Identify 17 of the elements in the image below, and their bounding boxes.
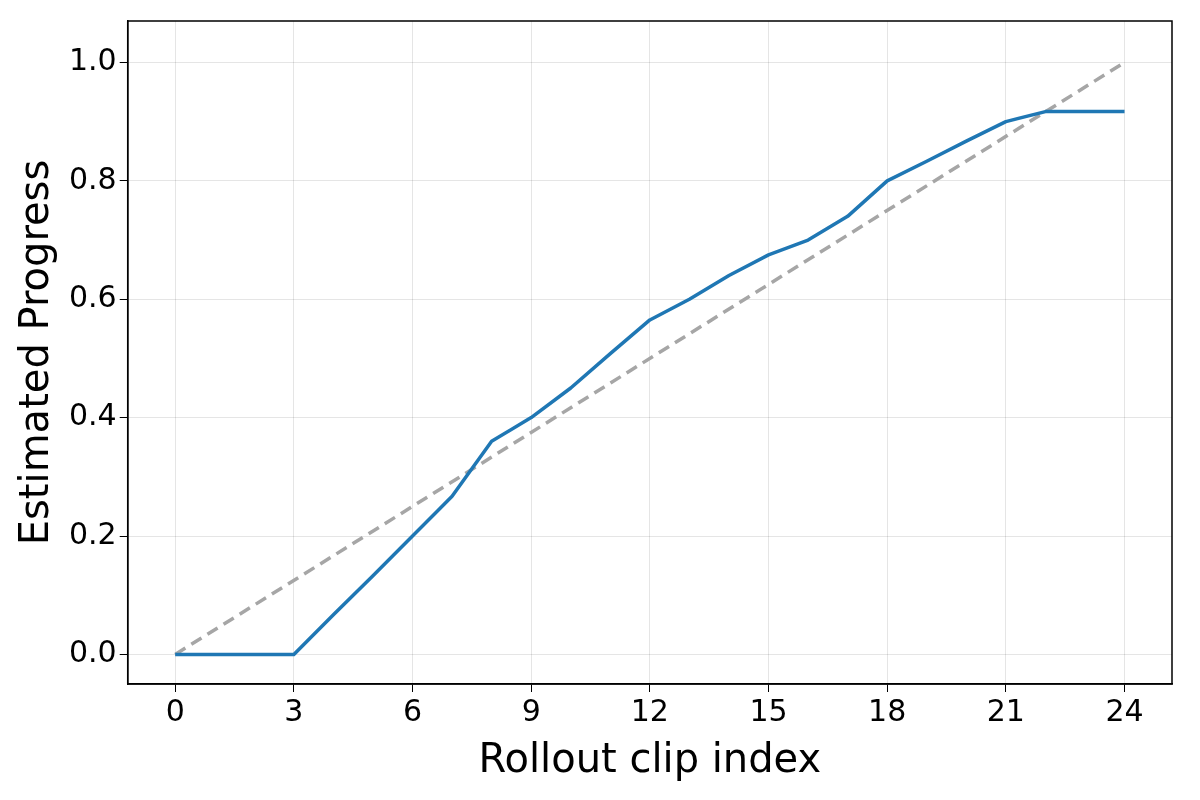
x-axis-title: Rollout clip index [478,735,822,782]
x-tick-label: 3 [284,692,304,728]
y-tick-label: 0.4 [68,397,117,433]
x-tick-label: 9 [521,692,541,728]
y-tick-label: 0.0 [68,634,117,670]
y-tick-label: 0.8 [68,160,117,196]
x-tick-label: 15 [749,692,788,728]
x-tick-label: 12 [630,692,669,728]
x-tick-label: 21 [986,692,1025,728]
x-tick-label: 18 [868,692,907,728]
x-tick-label: 24 [1105,692,1144,728]
y-axis-title: Estimated Progress [11,159,58,546]
x-tick-label: 0 [165,692,185,728]
x-tick-label: 6 [402,692,423,728]
y-tick-label: 0.2 [68,515,117,551]
y-tick-label: 1.0 [68,42,117,78]
y-tick-label: 0.6 [68,279,117,315]
